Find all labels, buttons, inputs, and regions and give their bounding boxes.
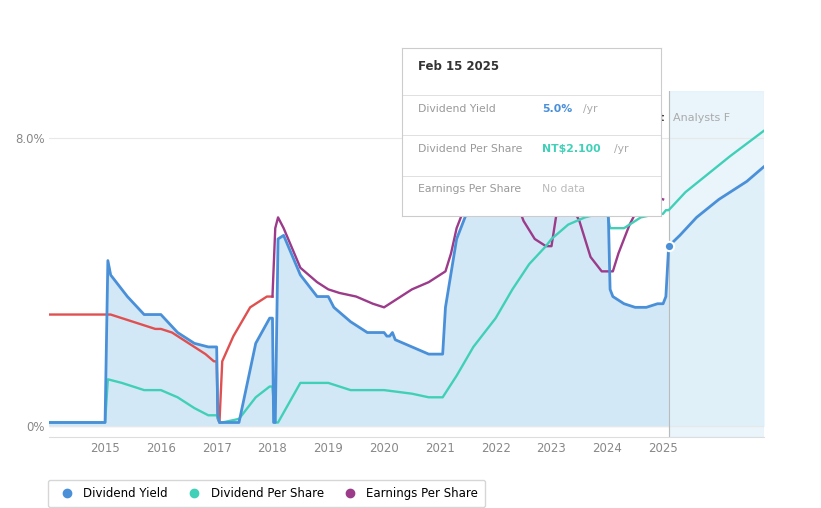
Text: Earnings Per Share: Earnings Per Share [418,184,521,194]
Text: /yr: /yr [583,104,598,114]
Text: Analysts F: Analysts F [673,113,730,123]
Text: Feb 15 2025: Feb 15 2025 [418,60,499,73]
Text: Dividend Yield: Dividend Yield [418,104,496,114]
Text: Past: Past [637,113,664,123]
Text: Dividend Per Share: Dividend Per Share [418,144,522,154]
Point [662,242,675,250]
Text: NT$2.100: NT$2.100 [542,144,601,154]
Legend: Dividend Yield, Dividend Per Share, Earnings Per Share: Dividend Yield, Dividend Per Share, Earn… [48,480,485,507]
Text: /yr: /yr [614,144,629,154]
Bar [668,91,764,437]
Text: 5.0%: 5.0% [542,104,572,114]
Text: No data: No data [542,184,585,194]
